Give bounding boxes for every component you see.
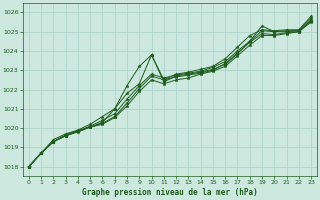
X-axis label: Graphe pression niveau de la mer (hPa): Graphe pression niveau de la mer (hPa) bbox=[82, 188, 258, 197]
